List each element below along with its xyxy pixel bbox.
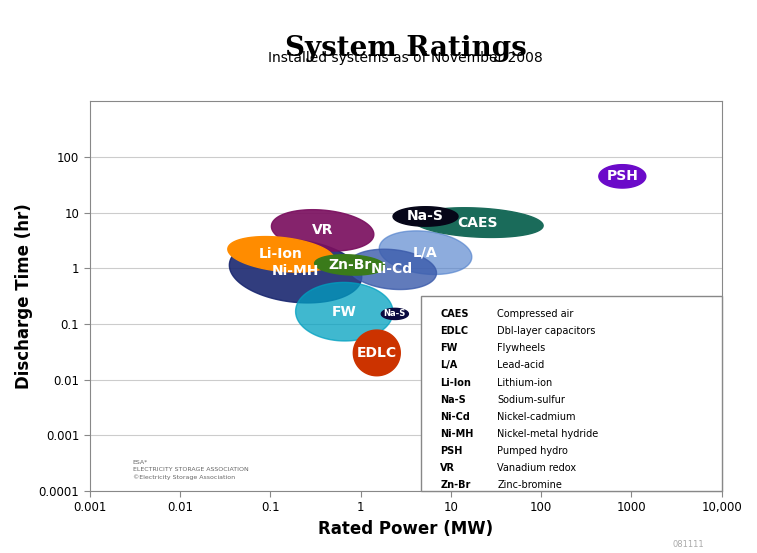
Text: Flywheels: Flywheels (497, 343, 546, 353)
Y-axis label: Discharge Time (hr): Discharge Time (hr) (15, 203, 33, 389)
X-axis label: Rated Power (MW): Rated Power (MW) (318, 520, 494, 538)
Text: Pumped hydro: Pumped hydro (497, 446, 569, 456)
Text: Lead-acid: Lead-acid (497, 361, 544, 371)
Text: L/A: L/A (413, 246, 438, 260)
Text: Compressed air: Compressed air (497, 310, 574, 320)
Polygon shape (413, 208, 543, 237)
Text: Zn-Br: Zn-Br (441, 479, 471, 489)
Text: Sodium-sulfur: Sodium-sulfur (497, 394, 565, 404)
Text: System Ratings: System Ratings (285, 35, 527, 62)
Text: PSH: PSH (606, 169, 638, 184)
Text: EDLC: EDLC (441, 326, 469, 336)
Text: Ni-MH: Ni-MH (441, 429, 474, 439)
Text: Zn-Br: Zn-Br (328, 258, 372, 272)
Polygon shape (393, 207, 458, 226)
Text: Ni-Cd: Ni-Cd (371, 262, 413, 276)
Polygon shape (315, 255, 385, 275)
Text: EDLC: EDLC (357, 346, 397, 360)
Text: Li-Ion: Li-Ion (441, 378, 472, 388)
Text: FW: FW (441, 343, 458, 353)
Text: Nickel-cadmium: Nickel-cadmium (497, 411, 576, 421)
Text: VR: VR (441, 462, 456, 473)
Text: Vanadium redox: Vanadium redox (497, 462, 576, 473)
Polygon shape (354, 330, 400, 375)
Text: PSH: PSH (441, 446, 463, 456)
Text: CAES: CAES (458, 216, 498, 229)
Text: VR: VR (312, 223, 333, 237)
Text: Dbl-layer capacitors: Dbl-layer capacitors (497, 326, 596, 336)
Text: ESA*
ELECTRICITY STORAGE ASSOCIATION
©Electricity Storage Association: ESA* ELECTRICITY STORAGE ASSOCIATION ©El… (132, 460, 248, 479)
Polygon shape (229, 239, 362, 303)
Polygon shape (295, 283, 393, 341)
Text: Zinc-bromine: Zinc-bromine (497, 479, 562, 489)
Polygon shape (599, 165, 646, 188)
Text: Na-S: Na-S (441, 394, 466, 404)
Polygon shape (347, 249, 437, 290)
Text: Ni-MH: Ni-MH (272, 264, 319, 278)
Polygon shape (272, 210, 374, 251)
Text: L/A: L/A (441, 361, 458, 371)
FancyBboxPatch shape (422, 296, 721, 491)
Polygon shape (379, 231, 472, 274)
Polygon shape (228, 237, 335, 272)
Polygon shape (382, 309, 408, 320)
Text: Li-Ion: Li-Ion (259, 247, 303, 262)
Text: Lithium-ion: Lithium-ion (497, 378, 553, 388)
Title: Installed systems as of November 2008: Installed systems as of November 2008 (268, 51, 543, 65)
Text: 081111: 081111 (672, 540, 704, 550)
Text: Nickel-metal hydride: Nickel-metal hydride (497, 429, 599, 439)
Text: Ni-Cd: Ni-Cd (441, 411, 470, 421)
Text: FW: FW (332, 305, 357, 319)
Text: CAES: CAES (441, 310, 469, 320)
Text: Na-S: Na-S (407, 210, 444, 223)
Text: Na-S: Na-S (384, 310, 406, 319)
